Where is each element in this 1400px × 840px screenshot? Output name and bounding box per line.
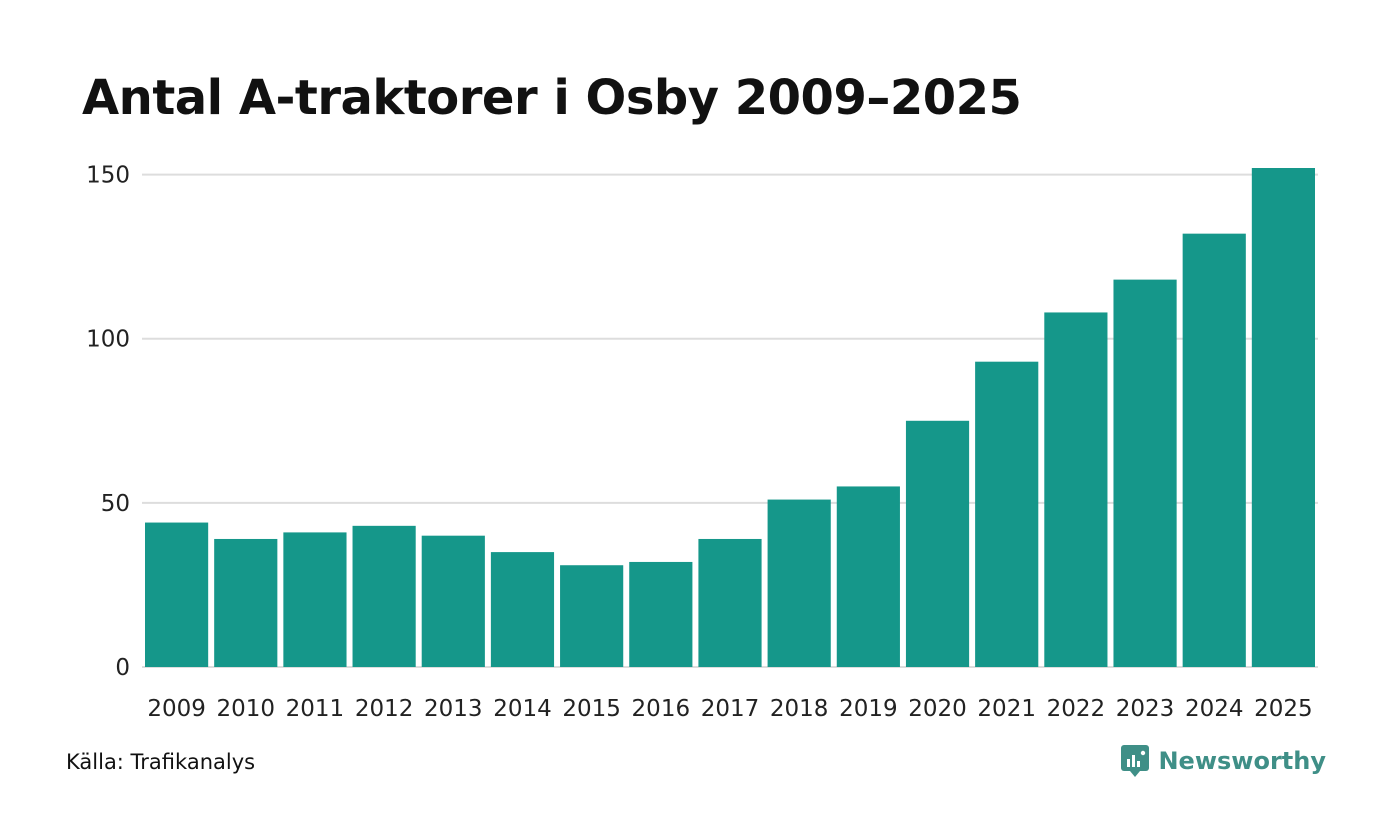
x-tick-label: 2022 [1047, 696, 1106, 722]
source-note: Källa: Trafikanalys [66, 750, 256, 774]
bar-2014 [490, 552, 555, 667]
x-tick-label: 2015 [562, 696, 621, 722]
x-tick-label: 2016 [632, 696, 691, 722]
x-tick-label: 2012 [355, 696, 414, 722]
bar-2021 [975, 361, 1039, 667]
bar-2020 [905, 420, 970, 667]
bar-2012 [352, 525, 416, 667]
x-tick-label: 2011 [286, 696, 345, 722]
x-tick-label: 2023 [1116, 696, 1175, 722]
bar-2009 [145, 522, 209, 667]
bar-2023 [1113, 279, 1177, 667]
x-tick-label: 2018 [770, 696, 829, 722]
x-tick-label: 2024 [1185, 696, 1244, 722]
bars [145, 168, 1315, 667]
bar-2011 [283, 532, 347, 667]
brand-name: Newsworthy [1158, 747, 1326, 775]
bar-2016 [629, 561, 693, 667]
x-tick-label: 2019 [839, 696, 898, 722]
y-tick-label: 0 [115, 655, 130, 681]
x-tick-label: 2025 [1254, 696, 1313, 722]
x-tick-label: 2009 [147, 696, 206, 722]
y-tick-label: 150 [86, 163, 130, 189]
bar-2019 [836, 486, 900, 667]
x-tick-label: 2010 [216, 696, 275, 722]
x-tick-label: 2021 [977, 696, 1036, 722]
x-axis-ticks: 2009 2010 2011 2012 2013 2014 2015 2016 2017 2018… [147, 696, 1312, 722]
bar-2024 [1182, 233, 1246, 667]
brand-logo: Newsworthy [1120, 744, 1326, 778]
bar-2018 [767, 499, 831, 667]
bar-2025 [1251, 168, 1315, 667]
bar-2013 [421, 535, 485, 667]
x-tick-label: 2017 [701, 696, 760, 722]
x-tick-label: 2014 [493, 696, 552, 722]
y-tick-label: 100 [86, 327, 130, 353]
bar-2015 [560, 565, 624, 667]
bar-2017 [698, 538, 762, 667]
x-tick-label: 2020 [908, 696, 967, 722]
bar-2010 [214, 538, 278, 667]
y-tick-label: 50 [101, 491, 130, 517]
x-tick-label: 2013 [424, 696, 483, 722]
newsworthy-icon [1121, 745, 1150, 777]
chart-title: Antal A-traktorer i Osby 2009–2025 [82, 70, 1022, 126]
bar-2022 [1044, 312, 1108, 667]
y-axis-ticks: 0 50 100 150 [86, 163, 130, 681]
